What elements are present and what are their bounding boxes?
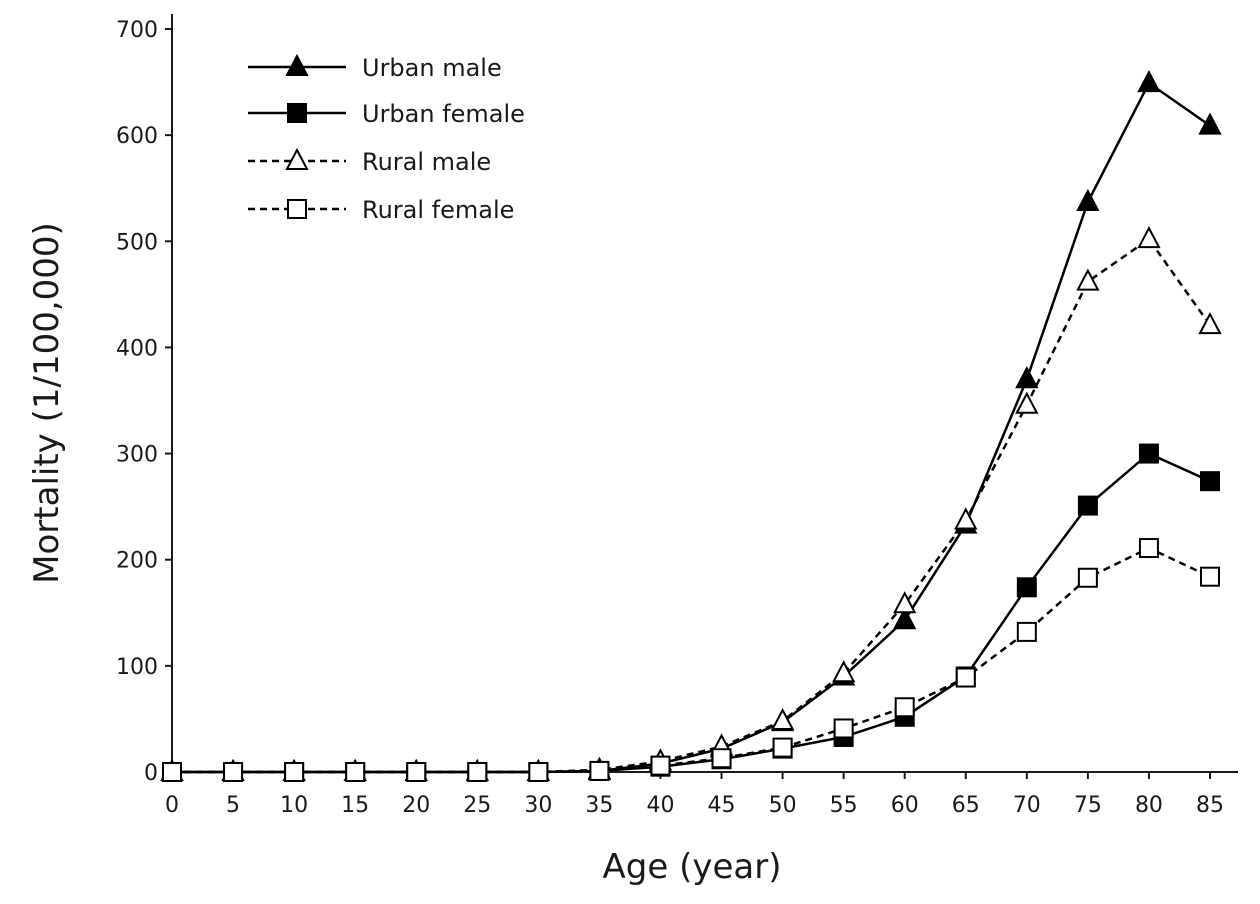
data-point <box>1076 188 1100 212</box>
x-tick-label: 15 <box>341 793 369 818</box>
series-line <box>172 452 1211 774</box>
y-tick-label: 500 <box>116 230 158 255</box>
x-tick-label: 70 <box>1013 793 1041 818</box>
data-point <box>467 762 488 782</box>
legend-marker <box>287 199 307 219</box>
x-tick-label: 40 <box>646 793 674 818</box>
y-tick-label: 200 <box>116 549 158 574</box>
data-point <box>528 762 549 782</box>
y-tick-label: 600 <box>116 124 158 149</box>
series-rural-male <box>160 226 1222 781</box>
data-point <box>955 667 976 688</box>
legend-label: Urban male <box>362 54 502 82</box>
data-point <box>1016 621 1037 642</box>
series-urban-male <box>160 69 1222 781</box>
x-tick-label: 5 <box>226 793 240 818</box>
x-tick-label: 65 <box>952 793 980 818</box>
legend-marker <box>287 103 307 123</box>
y-tick-label: 700 <box>116 18 158 43</box>
y-tick-label: 100 <box>116 655 158 680</box>
y-axis-title: Mortality (1/100,000) <box>27 222 67 584</box>
data-point <box>954 507 978 530</box>
data-point <box>833 718 854 739</box>
data-point <box>1200 566 1220 587</box>
data-point <box>162 762 182 782</box>
data-point <box>284 762 305 782</box>
x-axis-title: Age (year) <box>603 847 782 887</box>
x-tick-label: 45 <box>708 793 736 818</box>
data-point <box>893 591 917 614</box>
data-point <box>1138 538 1159 559</box>
data-point <box>1200 471 1220 492</box>
series-rural-female <box>162 538 1220 782</box>
x-tick-label: 50 <box>769 793 797 818</box>
data-point <box>345 762 366 782</box>
data-point <box>893 607 917 630</box>
data-point <box>650 755 671 776</box>
x-tick-label: 85 <box>1196 793 1224 818</box>
y-tick-label: 300 <box>116 443 158 468</box>
x-tick-label: 35 <box>585 793 613 818</box>
legend-marker <box>285 147 309 170</box>
series-line <box>172 81 1211 774</box>
data-point <box>1015 366 1039 389</box>
legend-label: Urban female <box>362 100 525 128</box>
x-tick-label: 55 <box>830 793 858 818</box>
data-point <box>770 707 795 731</box>
data-point <box>223 762 244 782</box>
x-tick-label: 0 <box>165 793 179 818</box>
data-point <box>772 737 793 758</box>
series-urban-female <box>162 443 1220 782</box>
data-point <box>831 660 856 683</box>
legend-item: Rural female <box>248 196 514 224</box>
legend-item: Urban male <box>248 53 502 82</box>
data-point <box>1198 112 1222 135</box>
data-point <box>1077 567 1098 588</box>
x-tick-label: 80 <box>1135 793 1163 818</box>
data-point <box>1015 391 1039 414</box>
legend-label: Rural female <box>362 196 514 224</box>
data-point <box>1137 69 1161 93</box>
series-line <box>172 237 1212 774</box>
legend-item: Rural male <box>248 147 491 176</box>
legend-item: Urban female <box>248 100 525 128</box>
y-tick-label: 0 <box>144 761 158 786</box>
data-point <box>589 760 610 781</box>
data-point <box>1076 268 1100 291</box>
data-point <box>1138 443 1159 464</box>
x-tick-label: 25 <box>463 793 491 818</box>
x-tick-label: 10 <box>280 793 308 818</box>
data-point <box>711 748 732 769</box>
x-tick-label: 60 <box>891 793 919 818</box>
legend-marker <box>285 53 309 76</box>
data-point <box>1016 577 1037 598</box>
data-point <box>406 762 427 782</box>
series-line <box>172 546 1211 774</box>
data-point <box>1077 495 1098 516</box>
series-layer <box>160 69 1222 782</box>
x-tick-label: 30 <box>524 793 552 818</box>
data-point <box>1137 226 1161 249</box>
data-point <box>1198 311 1222 335</box>
x-tick-label: 20 <box>402 793 430 818</box>
y-tick-label: 400 <box>116 336 158 361</box>
data-point <box>894 697 915 718</box>
x-tick-label: 75 <box>1074 793 1102 818</box>
legend: Urban male Urban female Rural male Rural fe… <box>248 53 525 224</box>
legend-label: Rural male <box>362 148 491 176</box>
axes: 0 100 200 300 400 500 600 700 0 5 10 15 20 25 30 35 40 45… <box>116 14 1238 818</box>
